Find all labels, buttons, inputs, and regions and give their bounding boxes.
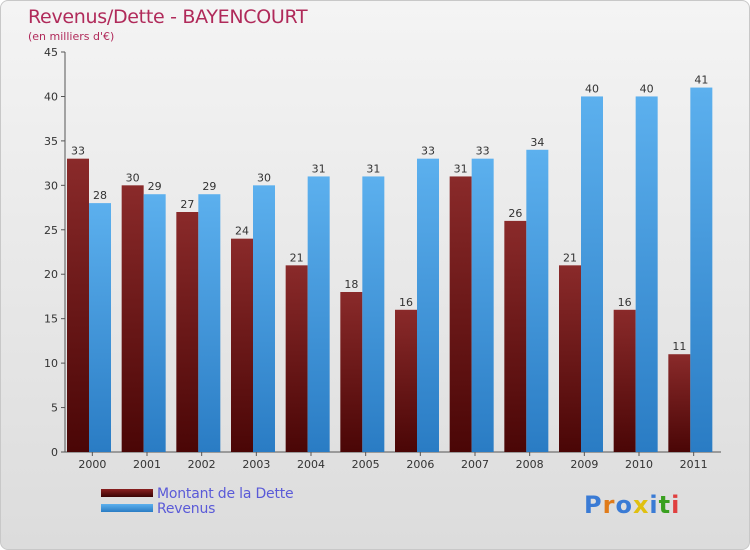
y-tick-label: 15 <box>44 313 58 326</box>
data-label-dette: 21 <box>290 251 304 264</box>
bar-dette <box>504 220 527 452</box>
bar-dette <box>668 354 691 452</box>
data-label-revenus: 41 <box>694 74 708 87</box>
bar-dette <box>340 292 363 452</box>
bar-dette <box>231 238 253 452</box>
chart-subtitle: (en milliers d'€) <box>28 30 115 43</box>
x-tick-label: 2001 <box>133 458 161 471</box>
bar-revenus <box>690 87 713 453</box>
data-label-dette: 18 <box>344 278 358 291</box>
bar-revenus <box>143 194 166 452</box>
data-label-dette: 21 <box>563 251 577 264</box>
data-label-revenus: 29 <box>148 180 162 193</box>
logo-letter: i <box>649 491 659 519</box>
bar-dette <box>67 158 89 452</box>
data-label-dette: 24 <box>235 225 249 238</box>
data-label-revenus: 40 <box>640 82 654 95</box>
x-tick-label: 2008 <box>516 458 544 471</box>
x-tick-label: 2007 <box>461 458 489 471</box>
bar-dette <box>176 212 199 452</box>
data-label-revenus: 28 <box>93 189 107 202</box>
y-tick-label: 35 <box>44 135 58 148</box>
bar-dette <box>449 176 472 452</box>
logo-letter: i <box>671 491 681 519</box>
logo-letter: x <box>632 491 650 519</box>
bar-revenus <box>581 96 603 452</box>
y-tick-label: 25 <box>44 224 58 237</box>
data-label-dette: 31 <box>454 162 468 175</box>
logo-letter: P <box>584 491 603 519</box>
logo-letter: o <box>615 491 633 519</box>
bar-dette <box>613 309 636 452</box>
bar-revenus <box>417 158 439 452</box>
x-tick-label: 2003 <box>242 458 270 471</box>
y-tick-label: 40 <box>44 90 58 103</box>
bar-revenus <box>307 176 330 452</box>
y-tick-label: 10 <box>44 357 58 370</box>
x-tick-label: 2006 <box>406 458 434 471</box>
data-label-dette: 33 <box>71 145 85 158</box>
data-label-dette: 27 <box>180 198 194 211</box>
bar-revenus <box>471 158 494 452</box>
data-label-dette: 16 <box>399 296 413 309</box>
data-label-revenus: 33 <box>476 145 490 158</box>
bar-revenus <box>198 194 221 452</box>
y-tick-label: 45 <box>44 46 58 59</box>
y-tick-label: 30 <box>44 179 58 192</box>
data-label-dette: 30 <box>126 171 140 184</box>
logo-letter: t <box>658 491 672 519</box>
y-tick-label: 5 <box>51 402 58 415</box>
legend-swatch-debt <box>101 489 153 497</box>
bar-revenus <box>526 149 549 452</box>
data-label-dette: 26 <box>508 207 522 220</box>
bar-revenus <box>253 185 275 453</box>
data-label-revenus: 34 <box>530 136 544 149</box>
legend-label-debt: Montant de la Dette <box>157 486 294 502</box>
data-label-dette: 16 <box>618 296 632 309</box>
legend-swatch-revenus <box>101 504 153 512</box>
x-tick-label: 2011 <box>680 458 708 471</box>
proxiti-logo: Proxiti <box>584 491 680 519</box>
chart-title: Revenus/Dette - BAYENCOURT <box>28 6 308 28</box>
data-label-revenus: 29 <box>202 180 216 193</box>
logo-letter: r <box>602 491 616 519</box>
bar-revenus <box>362 176 385 452</box>
bar-dette <box>395 309 417 452</box>
data-label-dette: 11 <box>672 340 686 353</box>
y-tick-label: 0 <box>51 446 58 459</box>
bar-dette <box>559 265 581 452</box>
data-label-revenus: 40 <box>585 82 599 95</box>
data-label-revenus: 31 <box>366 162 380 175</box>
x-tick-label: 2005 <box>352 458 380 471</box>
x-tick-label: 2010 <box>625 458 653 471</box>
legend-label-revenus: Revenus <box>157 501 216 517</box>
x-tick-label: 2000 <box>78 458 106 471</box>
x-tick-label: 2002 <box>188 458 216 471</box>
bar-dette <box>121 185 144 453</box>
x-tick-label: 2004 <box>297 458 325 471</box>
bar-revenus <box>89 203 111 452</box>
bar-revenus <box>635 96 658 452</box>
y-tick-label: 20 <box>44 268 58 281</box>
x-tick-label: 2009 <box>570 458 598 471</box>
data-label-revenus: 33 <box>421 145 435 158</box>
data-label-revenus: 30 <box>257 171 271 184</box>
data-label-revenus: 31 <box>312 162 326 175</box>
bar-dette <box>285 265 308 452</box>
